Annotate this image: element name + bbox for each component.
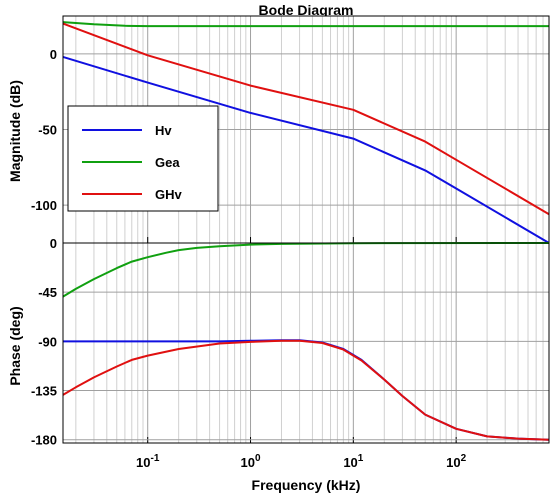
phase-series-ghv <box>62 339 550 441</box>
phase-y-tick-label: -180 <box>31 433 57 448</box>
phase-plot: 0 -45 -90 -135 -180 10-1 100 101 102 <box>31 236 550 470</box>
legend-label-gea: Gea <box>155 155 180 170</box>
phase-frame <box>62 242 550 444</box>
mag-series-hv <box>62 55 550 244</box>
frequency-tick-label: 100 <box>241 453 261 470</box>
magnitude-axis-label: Magnitude (dB) <box>7 80 23 182</box>
mag-y-tick-label: -100 <box>31 198 57 213</box>
legend-box <box>67 105 219 212</box>
frequency-tick-label: 101 <box>343 453 363 470</box>
legend-label-hv: Hv <box>155 123 172 138</box>
legend: Hv Gea GHv <box>67 105 219 212</box>
phase-y-tick-label: -135 <box>31 384 57 399</box>
phase-series-gea <box>62 242 550 298</box>
frequency-axis-label: Frequency (kHz) <box>252 477 361 493</box>
mag-series-ghv <box>62 22 550 216</box>
frequency-tick-label: 102 <box>446 453 466 470</box>
chart-title: Bode Diagram <box>259 2 354 18</box>
mag-y-tick-label: -50 <box>38 123 57 138</box>
phase-axis-label: Phase (deg) <box>7 306 23 385</box>
legend-label-ghv: GHv <box>155 187 183 202</box>
phase-y-tick-label: -45 <box>38 285 57 300</box>
mag-series-gea <box>62 21 549 28</box>
mag-y-tick-label: 0 <box>50 47 57 62</box>
phase-plot-area <box>63 243 549 443</box>
phase-y-tick-label: 0 <box>50 236 57 251</box>
phase-y-tick-label: -90 <box>38 334 57 349</box>
frequency-tick-label: 10-1 <box>136 453 160 470</box>
